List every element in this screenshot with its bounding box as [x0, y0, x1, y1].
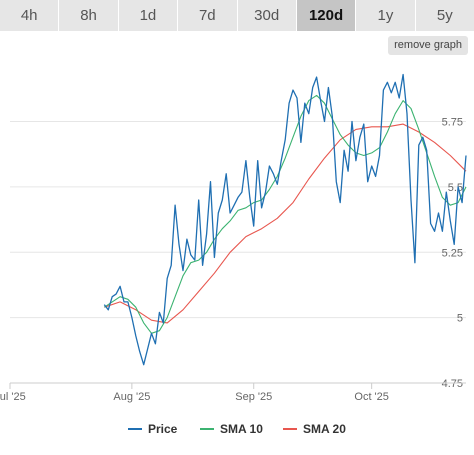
- remove-graph-button[interactable]: remove graph: [388, 36, 468, 55]
- y-tick-label: 5.75: [442, 117, 463, 129]
- x-tick-label: Sep '25: [235, 391, 272, 403]
- tab-5y[interactable]: 5y: [415, 0, 474, 31]
- y-tick-label: 4.75: [442, 378, 463, 390]
- x-tick-label: Jul '25: [0, 391, 26, 403]
- legend-label: Price: [148, 422, 178, 436]
- y-tick-label: 5.25: [442, 247, 463, 259]
- tab-1y[interactable]: 1y: [356, 0, 416, 31]
- y-tick-label: 5: [457, 313, 463, 325]
- timeframe-tabs: 4h 8h 1d 7d 30d 120d 1y 5y: [0, 0, 474, 31]
- tab-1d[interactable]: 1d: [118, 0, 179, 31]
- y-tick-label: 5.5: [448, 182, 463, 194]
- tab-4h[interactable]: 4h: [0, 0, 60, 31]
- series-line-sma-20: [104, 123, 467, 324]
- tab-120d[interactable]: 120d: [296, 0, 357, 31]
- tab-30d[interactable]: 30d: [237, 0, 297, 31]
- series-line-price: [103, 73, 467, 366]
- x-tick-label: Oct '25: [354, 391, 389, 403]
- x-tick-label: Aug '25: [113, 391, 150, 403]
- tab-8h[interactable]: 8h: [59, 0, 119, 31]
- legend-label: SMA 10: [220, 422, 263, 436]
- tab-7d[interactable]: 7d: [178, 0, 238, 31]
- legend-label: SMA 20: [303, 422, 346, 436]
